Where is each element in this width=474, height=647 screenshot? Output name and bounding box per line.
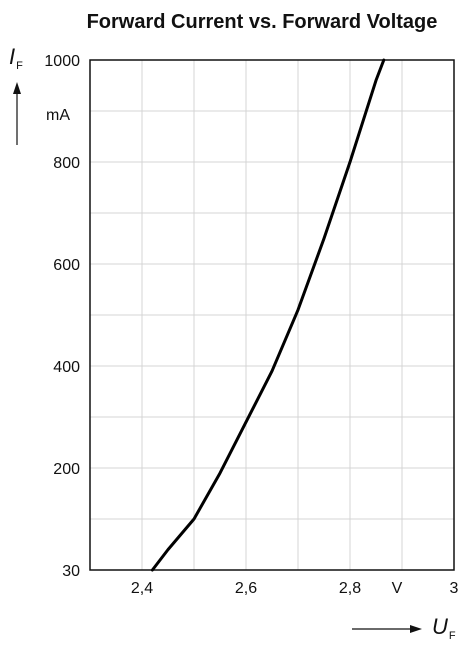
y-tick-label: 200 bbox=[53, 461, 80, 478]
y-tick-label: 600 bbox=[53, 257, 80, 274]
curve-layer bbox=[150, 58, 386, 572]
y-axis-symbol: I bbox=[9, 44, 15, 69]
y-tick-label: 30 bbox=[62, 563, 80, 580]
y-axis-label: IF bbox=[9, 44, 23, 72]
tick-labels: 2,4 2,6 2,8 3 30 200 400 600 800 1000 bbox=[44, 53, 458, 597]
x-tick-label: 2,4 bbox=[131, 580, 153, 597]
x-axis-unit: V bbox=[392, 580, 403, 597]
y-axis-subscript: F bbox=[16, 60, 23, 72]
grid bbox=[90, 60, 454, 570]
y-tick-label: 400 bbox=[53, 359, 80, 376]
x-tick-label: 2,8 bbox=[339, 580, 361, 597]
x-axis-symbol: U bbox=[432, 614, 448, 639]
plot-frame bbox=[89, 59, 455, 571]
y-tick-label: 1000 bbox=[44, 53, 80, 70]
y-axis-unit: mA bbox=[46, 107, 70, 124]
x-axis-label: UF bbox=[432, 614, 456, 642]
y-tick-label: 800 bbox=[53, 155, 80, 172]
chart-title: Forward Current vs. Forward Voltage bbox=[87, 11, 438, 33]
x-tick-label: 2,6 bbox=[235, 580, 257, 597]
x-axis-subscript: F bbox=[449, 630, 456, 642]
series-line bbox=[150, 58, 386, 572]
x-axis-arrowhead-icon bbox=[410, 625, 422, 633]
x-tick-label: 3 bbox=[450, 580, 459, 597]
y-axis-arrowhead-icon bbox=[13, 82, 21, 94]
